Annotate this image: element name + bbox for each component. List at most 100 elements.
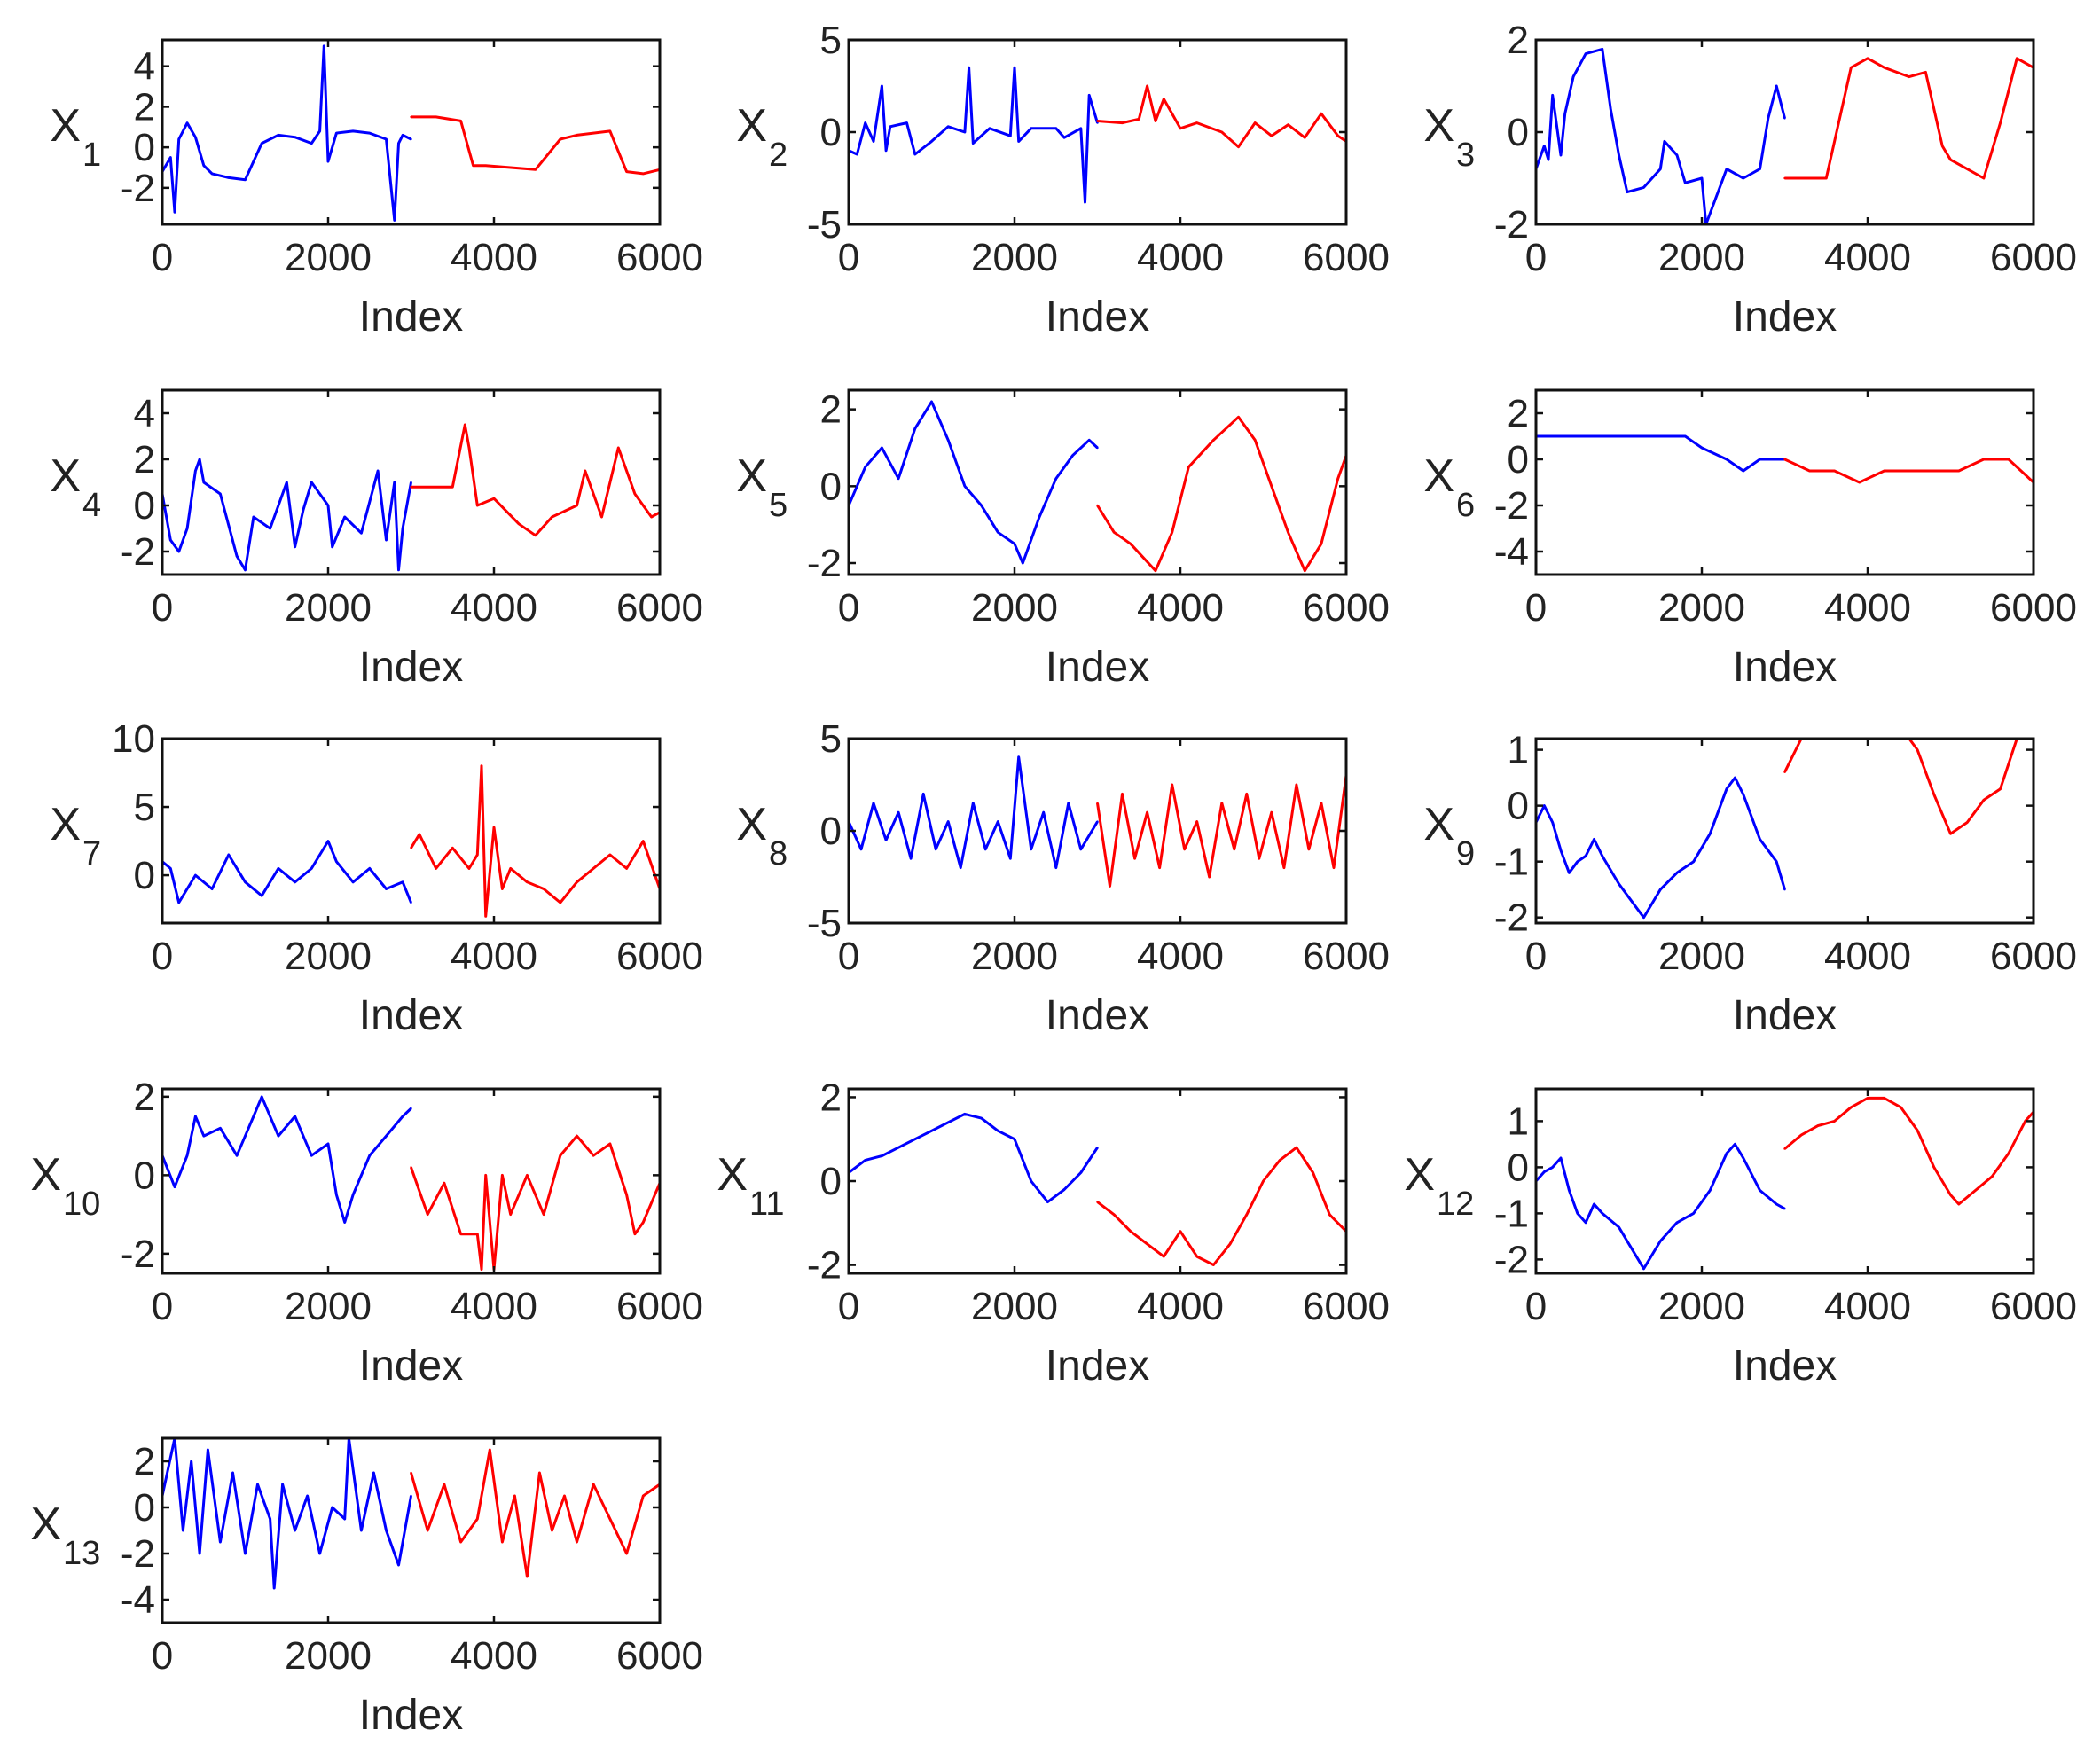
data-point (625, 170, 628, 173)
x-tick-label: 4000 (451, 236, 537, 279)
data-point (1642, 916, 1645, 919)
data-point (1154, 120, 1157, 122)
x-tick-label: 4000 (1137, 236, 1224, 279)
y-tick-label: 2 (1508, 19, 1529, 62)
data-point (1991, 1175, 1994, 1178)
y-tick-label: 2 (820, 388, 842, 432)
data-point (476, 1517, 479, 1521)
data-point (984, 848, 987, 850)
y-tick-label: 2 (134, 1076, 155, 1119)
data-point (1067, 802, 1070, 804)
data-point (1307, 848, 1311, 850)
y-axis-label-subscript: 4 (82, 487, 101, 524)
y-axis-label: X (30, 1499, 61, 1550)
data-point (484, 164, 487, 167)
data-point (1088, 94, 1091, 97)
y-axis-label-subscript: 13 (63, 1535, 100, 1572)
series-train-line (162, 1095, 412, 1224)
data-point (198, 1552, 201, 1555)
data-point (1030, 127, 1032, 129)
data-point (526, 1174, 529, 1177)
data-point (1775, 1202, 1778, 1206)
data-point (464, 423, 466, 427)
data-point (1013, 543, 1016, 545)
data-point (1742, 469, 1745, 473)
data-point (273, 1586, 276, 1590)
data-point (210, 172, 214, 176)
data-point (608, 1517, 612, 1521)
data-point (1121, 121, 1124, 124)
data-point (169, 867, 172, 870)
data-point (551, 515, 553, 519)
subplot-10: 0 2000 4000 6000 -2 0 2 Index X10 (30, 1076, 703, 1389)
series-train-line (1536, 434, 1785, 473)
data-point (551, 1529, 553, 1532)
y-tick-label: 0 (134, 484, 155, 528)
data-point (182, 1529, 184, 1532)
series-test-line (410, 764, 660, 918)
data-point (1237, 145, 1240, 148)
y-axis-label-subscript: 1 (82, 137, 101, 174)
data-point (401, 880, 404, 883)
data-point (1079, 1171, 1083, 1174)
data-point (997, 531, 999, 534)
x-tick-label: 2000 (285, 1285, 372, 1328)
data-point (909, 857, 913, 860)
data-point (1957, 469, 1960, 473)
data-point (418, 833, 421, 836)
data-point (252, 515, 255, 519)
data-point (310, 481, 313, 484)
data-point (1584, 855, 1587, 857)
data-point (244, 178, 247, 181)
data-point (1783, 1208, 1786, 1210)
data-point (1775, 860, 1778, 863)
data-point (1295, 783, 1298, 787)
data-point (281, 1483, 284, 1486)
data-point (592, 1483, 595, 1486)
data-point (219, 492, 222, 496)
data-point (294, 545, 296, 548)
plot-frame (161, 38, 662, 226)
data-point (1709, 833, 1712, 835)
x-axis-label: Index (1046, 992, 1149, 1039)
data-point (576, 1540, 578, 1544)
data-point (592, 867, 595, 870)
data-point (1254, 121, 1257, 124)
x-tick-label: 2000 (1658, 1285, 1745, 1328)
data-point (930, 400, 933, 403)
data-point (1133, 857, 1136, 860)
data-point (947, 125, 950, 128)
data-point (1767, 117, 1770, 120)
x-tick-label: 0 (838, 236, 859, 279)
data-point (169, 156, 172, 159)
data-point (1601, 1212, 1604, 1215)
data-point (1626, 1240, 1629, 1242)
data-point (351, 1194, 355, 1196)
data-point (1982, 176, 1986, 180)
y-tick-label: 0 (134, 126, 155, 169)
data-point (351, 880, 355, 883)
data-point (1233, 848, 1236, 850)
y-axis-label: X (50, 450, 81, 502)
x-axis-label: Index (1046, 294, 1149, 340)
data-point (1866, 57, 1869, 60)
series-train-line (162, 458, 412, 572)
plot-frame (161, 1436, 662, 1624)
series-test-line (1783, 739, 2033, 835)
data-point (397, 568, 400, 571)
data-point (1742, 176, 1745, 180)
series-train-line (849, 1112, 1099, 1204)
data-point (1866, 1097, 1869, 1100)
data-point (1999, 121, 2002, 124)
data-point (608, 1142, 612, 1146)
data-point (1062, 137, 1066, 139)
x-tick-label: 6000 (616, 935, 703, 978)
data-point (1982, 799, 1986, 802)
x-axis-label: Index (359, 1692, 463, 1739)
data-point (1270, 135, 1273, 137)
data-point (198, 458, 201, 461)
data-point (1584, 1221, 1587, 1225)
data-point (235, 555, 239, 558)
